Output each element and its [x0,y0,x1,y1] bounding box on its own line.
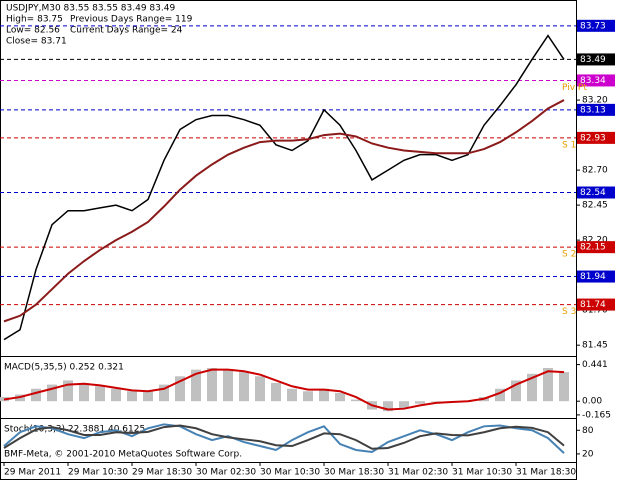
y-tick-label: 80 [582,426,594,436]
x-tick-label: 30 Mar 18:30 [324,468,384,478]
histogram-bar [335,392,345,402]
histogram-bar [559,372,569,402]
level-box [577,74,615,87]
symbol: USDJPY,M30 83.55 83.55 83.49 83.49 [6,4,175,14]
histogram-bar [31,388,41,402]
histogram-bar [143,391,153,402]
level-box [577,53,615,66]
level-box [577,103,615,116]
pivot-label: S 3 [562,307,576,317]
level-label: 83.13 [580,105,606,115]
histogram-bar [303,391,313,402]
histogram-bar [319,388,329,402]
cur-range: Current Days Range= 24 [70,26,183,36]
level-label: 82.93 [580,133,606,143]
pivot-label: Piv Pt [562,83,587,93]
histogram-bar [255,376,265,402]
histogram-bar [431,401,441,402]
level-label: 83.73 [580,21,606,31]
histogram-bar [383,401,393,412]
pivot-label: S 1 [562,140,576,150]
histogram-bar [79,382,89,402]
y-tick-label: 82.20 [582,236,608,246]
y-tick-label: 81.45 [582,341,608,351]
level-box [577,19,615,32]
histogram-bar [495,388,505,402]
y-tick-label: 0.00 [582,397,602,407]
histogram-bar [287,388,297,402]
histogram-bar [175,376,185,402]
x-tick-label: 31 Mar 10:30 [452,468,512,478]
series-line [3,34,565,341]
x-tick-label: 30 Mar 02:30 [196,468,256,478]
y-tick-label: 82.70 [582,166,608,176]
histogram-bar [511,380,521,402]
x-tick-label: 29 Mar 18:30 [132,468,192,478]
low: Low= 82.56 [6,26,60,36]
y-tick-label: 81.70 [582,306,608,316]
y-tick-label: -0.165 [582,410,611,420]
histogram-bar [63,380,73,402]
level-label: 82.15 [580,243,606,253]
level-box [577,241,615,254]
histogram-bar [223,369,233,402]
y-tick-label: 82.45 [582,201,608,211]
histogram-bar [47,384,57,402]
histogram-bar [351,399,361,402]
histogram-bar [399,401,409,408]
level-box [577,298,615,311]
high: High= 83.75 [6,15,63,25]
y-tick-label: 20 [582,449,594,459]
level-box [577,131,615,144]
x-tick-label: 30 Mar 10:30 [260,468,320,478]
series-line [3,368,565,411]
close: Close= 83.71 [6,37,67,47]
panel-title: Stoch(10,3,3) 22.3881 40.6125 [4,425,145,435]
x-tick-label: 31 Mar 02:30 [388,468,448,478]
level-label: 83.34 [580,76,606,86]
level-box [577,186,615,199]
histogram-bar [111,388,121,402]
histogram-bar [127,391,137,402]
level-label: 81.74 [580,300,606,310]
x-tick-label: 29 Mar 10:30 [68,468,128,478]
histogram-bar [271,382,281,402]
histogram-bar [239,372,249,402]
histogram-bar [207,367,217,402]
histogram-bar [543,367,553,402]
prev-range: Previous Days Range= 119 [70,15,193,25]
x-tick-label: 29 Mar 2011 [4,468,61,478]
x-tick-label: 31 Mar 18:30 [516,468,576,478]
pivot-label: S 2 [562,250,576,260]
level-label: 82.54 [580,188,606,198]
histogram-bar [415,401,425,404]
copyright: BMF-Meta, © 2001-2010 MetaQuotes Softwar… [4,450,242,460]
frame [0,0,577,480]
level-label: 81.94 [580,272,606,282]
y-tick-label: 83.20 [582,96,608,106]
histogram-bar [159,384,169,402]
series-line [3,424,565,450]
y-tick-label: 0.441 [582,360,608,370]
series-line [3,99,565,323]
level-box [577,270,615,283]
histogram-bar [191,369,201,402]
level-label: 83.49 [580,55,606,65]
histogram-bar [527,373,537,402]
histogram-bar [95,386,105,402]
panel-title: MACD(5,35,5) 0.252 0.321 [4,363,124,373]
